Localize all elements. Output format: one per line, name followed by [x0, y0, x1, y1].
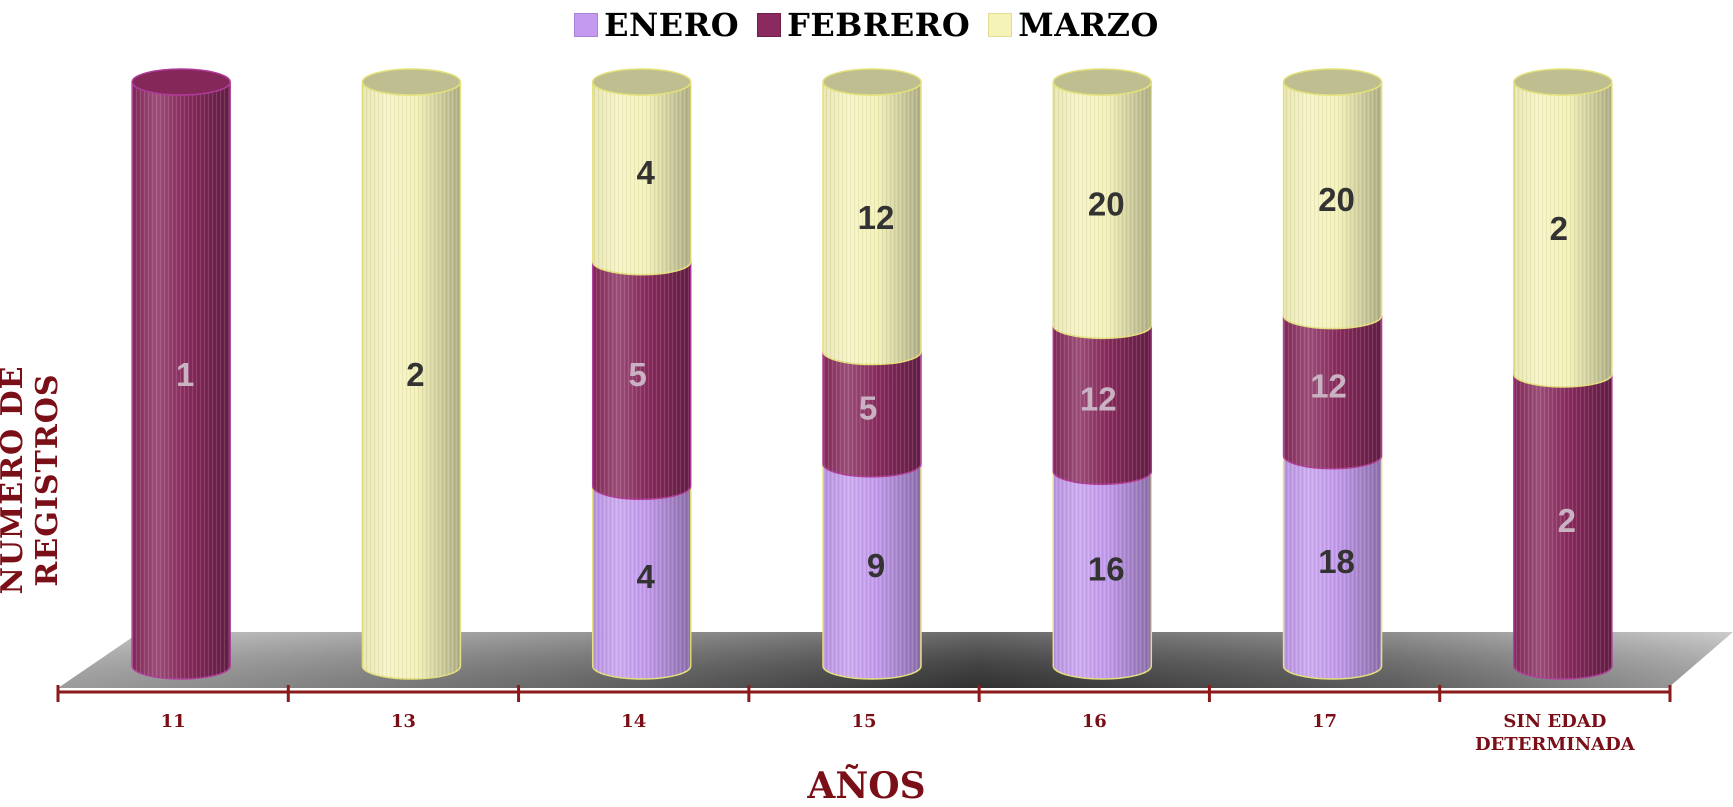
legend-swatch-enero [574, 13, 599, 37]
bar-top-cap [591, 68, 692, 96]
data-label: 16 [1088, 551, 1125, 588]
data-label: 20 [1088, 186, 1125, 223]
data-label: 12 [1080, 380, 1117, 417]
bar-texture [592, 486, 691, 679]
x-tick-label: 13 [391, 711, 416, 732]
legend-item-enero: ENERO [574, 6, 739, 44]
x-axis-title: AÑOS [807, 765, 926, 807]
x-tick-label: 11 [161, 711, 186, 732]
bar-texture [1513, 82, 1612, 387]
bar-top-cap [131, 68, 231, 96]
data-label: 12 [858, 199, 895, 236]
data-label: 4 [637, 154, 656, 191]
data-label: 2 [406, 356, 424, 393]
x-tick-label: 15 [851, 711, 876, 732]
x-tick-label: 16 [1082, 711, 1107, 732]
bar-texture [592, 82, 691, 275]
legend-swatch-marzo [988, 13, 1013, 37]
bar-stack [131, 68, 231, 680]
bar-texture [592, 261, 691, 500]
legend-label-marzo: MARZO [1018, 6, 1159, 44]
data-label: 4 [637, 558, 656, 595]
bar-stack [1513, 68, 1613, 680]
bar-texture [362, 82, 461, 679]
bar-texture [823, 82, 921, 365]
legend-item-marzo: MARZO [988, 6, 1159, 44]
bar-texture [1283, 82, 1382, 329]
data-label: 9 [867, 547, 885, 584]
bar-texture [132, 82, 231, 679]
bar-texture [823, 463, 921, 679]
x-tick-label: 14 [621, 711, 646, 732]
legend-swatch-febrero [757, 13, 782, 37]
data-label: 12 [1310, 368, 1347, 405]
x-tick-label: SIN EDAD DETERMINADA [1475, 711, 1636, 755]
legend: ENERO FEBRERO MARZO [0, 6, 1733, 44]
bar-top-cap [1282, 68, 1383, 96]
bar-stack [822, 68, 922, 680]
y-axis-title: NUMERO DE REGISTROS [0, 365, 65, 595]
bar-top-cap [1052, 68, 1153, 96]
bar-top-cap [361, 68, 462, 96]
legend-label-febrero: FEBRERO [787, 6, 971, 44]
x-tick-label: 17 [1312, 711, 1337, 732]
bar-stack [361, 68, 462, 680]
bar-texture [1283, 315, 1382, 469]
x-axis: 11 13 14 15 16 17 SIN EDAD DETERMINADA [56, 685, 1672, 755]
data-label: 2 [1550, 210, 1568, 247]
data-label: 18 [1318, 543, 1355, 580]
legend-item-febrero: FEBRERO [757, 6, 970, 44]
data-label: 5 [859, 390, 877, 427]
bar-texture [1053, 82, 1152, 339]
data-label: 1 [176, 356, 194, 393]
legend-label-enero: ENERO [604, 6, 740, 44]
bar-texture [823, 351, 921, 477]
bar-texture [1513, 374, 1612, 679]
bar-stack [1282, 68, 1383, 680]
bar-top-cap [822, 68, 922, 96]
data-label: 5 [629, 356, 647, 393]
data-label: 20 [1318, 181, 1355, 218]
data-label: 2 [1558, 502, 1576, 539]
bar-stack [591, 68, 692, 680]
bar-texture [1053, 325, 1152, 485]
bar-stack [1052, 68, 1153, 680]
bars-layer [131, 68, 1613, 680]
bar-top-cap [1513, 68, 1613, 96]
bar-texture [1283, 455, 1382, 679]
bar-texture [1053, 471, 1152, 679]
